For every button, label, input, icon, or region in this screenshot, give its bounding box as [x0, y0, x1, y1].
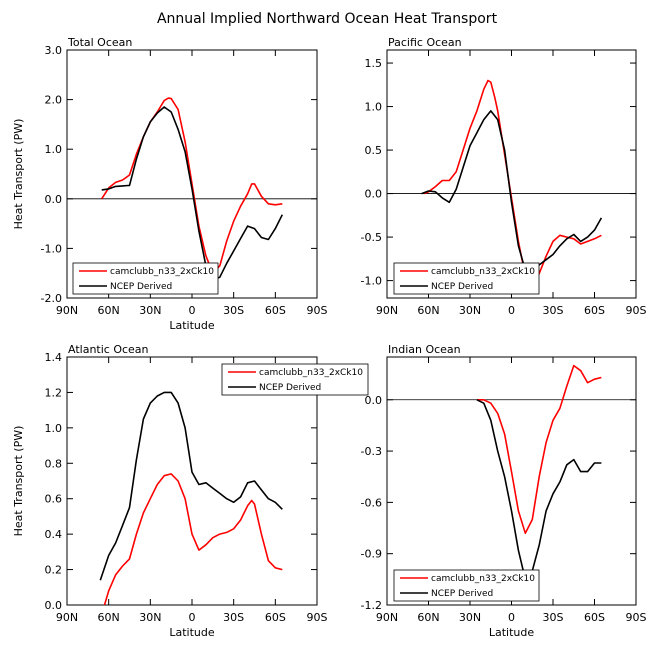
legend: camclubb_n33_2xCk10 NCEP Derived	[221, 363, 369, 396]
x-tick-label: 60N	[417, 611, 439, 624]
series-line	[424, 79, 602, 284]
x-tick-label: 90N	[56, 611, 78, 624]
y-axis-label: Heat Transport (PW)	[12, 426, 25, 537]
y-tick-label: 1.0	[45, 422, 63, 435]
legend-label: camclubb_n33_2xCk10	[259, 368, 363, 378]
legend-label: NCEP Derived	[259, 383, 321, 393]
y-tick-label: 0.0	[45, 193, 63, 206]
x-tick-label: 60S	[265, 304, 286, 317]
legend-label: camclubb_n33_2xCk10	[431, 267, 535, 277]
legend-box	[72, 262, 219, 295]
legend-label: camclubb_n33_2xCk10	[431, 574, 535, 584]
x-tick-label: 30N	[459, 611, 481, 624]
legend-box	[221, 363, 369, 396]
x-tick-label: 30S	[543, 304, 564, 317]
series-line	[421, 110, 603, 272]
panel-title: Indian Ocean	[388, 343, 461, 356]
y-tick-label: 0.4	[45, 528, 63, 541]
series-line	[476, 364, 602, 535]
x-tick-label: 0	[508, 611, 515, 624]
y-tick-label: 0.2	[45, 564, 63, 577]
x-tick-label: 30S	[223, 304, 244, 317]
x-tick-label: 60S	[584, 304, 605, 317]
legend-box	[393, 262, 540, 295]
x-tick-label: 30S	[223, 611, 244, 624]
y-tick-label: -1.0	[361, 275, 382, 288]
panel-title: Atlantic Ocean	[68, 343, 149, 356]
x-axis-label: Latitude	[169, 626, 215, 639]
x-tick-label: 60N	[98, 304, 120, 317]
series-line	[476, 399, 602, 581]
panel-0: 90N 60N 30N 0 30S 60S 90S -2.0 -1.0 0.0 1.0 2.0 3.0 T…	[12, 36, 328, 332]
x-tick-label: 0	[508, 304, 515, 317]
plot-frame	[386, 356, 637, 606]
y-tick-label: 0.5	[365, 144, 383, 157]
x-tick-label: 90N	[56, 304, 78, 317]
y-axis-label: Heat Transport (PW)	[12, 119, 25, 230]
chart-panels: 90N 60N 30N 0 30S 60S 90S -2.0 -1.0 0.0 1.0 2.0 3.0 T…	[12, 36, 647, 639]
legend-label: camclubb_n33_2xCk10	[110, 267, 214, 277]
x-tick-label: 30N	[459, 304, 481, 317]
series-line	[103, 473, 283, 605]
x-tick-label: 60S	[265, 611, 286, 624]
x-tick-label: 60N	[417, 304, 439, 317]
legend-label: NCEP Derived	[431, 589, 493, 599]
y-tick-label: 1.0	[365, 101, 383, 114]
legend-box	[393, 569, 540, 602]
x-tick-label: 30N	[139, 304, 161, 317]
series-line	[99, 391, 283, 581]
y-tick-label: -0.9	[361, 548, 382, 561]
y-tick-label: 0.0	[365, 188, 383, 201]
panel-3: 90N 60N 30N 0 30S 60S 90S -1.2 -0.9 -0.6 -0.3 0.0 In…	[361, 343, 647, 639]
y-tick-label: 0.6	[45, 493, 63, 506]
y-tick-label: 1.4	[45, 351, 63, 364]
x-tick-label: 60N	[98, 611, 120, 624]
y-tick-label: 1.5	[365, 57, 383, 70]
x-axis-label: Latitude	[169, 319, 215, 332]
series-line	[101, 106, 284, 281]
y-tick-label: -1.0	[41, 242, 62, 255]
legend-label: NCEP Derived	[431, 282, 493, 292]
legend: camclubb_n33_2xCk10 NCEP Derived	[72, 262, 219, 295]
x-tick-label: 0	[189, 304, 196, 317]
y-tick-label: 0.0	[365, 394, 383, 407]
plot-frame	[386, 49, 637, 299]
y-tick-label: 3.0	[45, 44, 63, 57]
y-tick-label: -0.6	[361, 496, 382, 509]
x-tick-label: 90S	[626, 304, 647, 317]
series-line	[101, 97, 283, 275]
x-axis-label: Latitude	[489, 626, 535, 639]
x-tick-label: 30S	[543, 611, 564, 624]
x-tick-label: 90S	[307, 304, 328, 317]
panel-title: Total Ocean	[67, 36, 132, 49]
y-tick-label: 2.0	[45, 94, 63, 107]
x-tick-label: 90N	[376, 304, 398, 317]
y-tick-label: 0.0	[45, 599, 63, 612]
y-tick-label: 1.2	[45, 386, 63, 399]
figure-title: Annual Implied Northward Ocean Heat Tran…	[157, 11, 498, 27]
y-tick-label: -0.5	[361, 231, 382, 244]
panel-2: 90N 60N 30N 0 30S 60S 90S 0.0 0.2 0.4 0.6 0.8 1.0 1.2…	[12, 343, 369, 639]
y-tick-label: -1.2	[361, 599, 382, 612]
x-tick-label: 90N	[376, 611, 398, 624]
panel-1: 90N 60N 30N 0 30S 60S 90S -1.0 -0.5 0.0 0.5 1.0 1.5 P…	[361, 36, 647, 317]
panel-title: Pacific Ocean	[388, 36, 462, 49]
x-tick-label: 60S	[584, 611, 605, 624]
x-tick-label: 30N	[139, 611, 161, 624]
y-tick-label: 0.8	[45, 457, 63, 470]
x-tick-label: 0	[189, 611, 196, 624]
plot-frame	[66, 49, 318, 299]
y-tick-label: -2.0	[41, 292, 62, 305]
legend-label: NCEP Derived	[110, 282, 172, 292]
y-tick-label: 1.0	[45, 143, 63, 156]
legend: camclubb_n33_2xCk10 NCEP Derived	[393, 262, 540, 295]
x-tick-label: 90S	[307, 611, 328, 624]
x-tick-label: 90S	[626, 611, 647, 624]
legend: camclubb_n33_2xCk10 NCEP Derived	[393, 569, 540, 602]
y-tick-label: -0.3	[361, 445, 382, 458]
